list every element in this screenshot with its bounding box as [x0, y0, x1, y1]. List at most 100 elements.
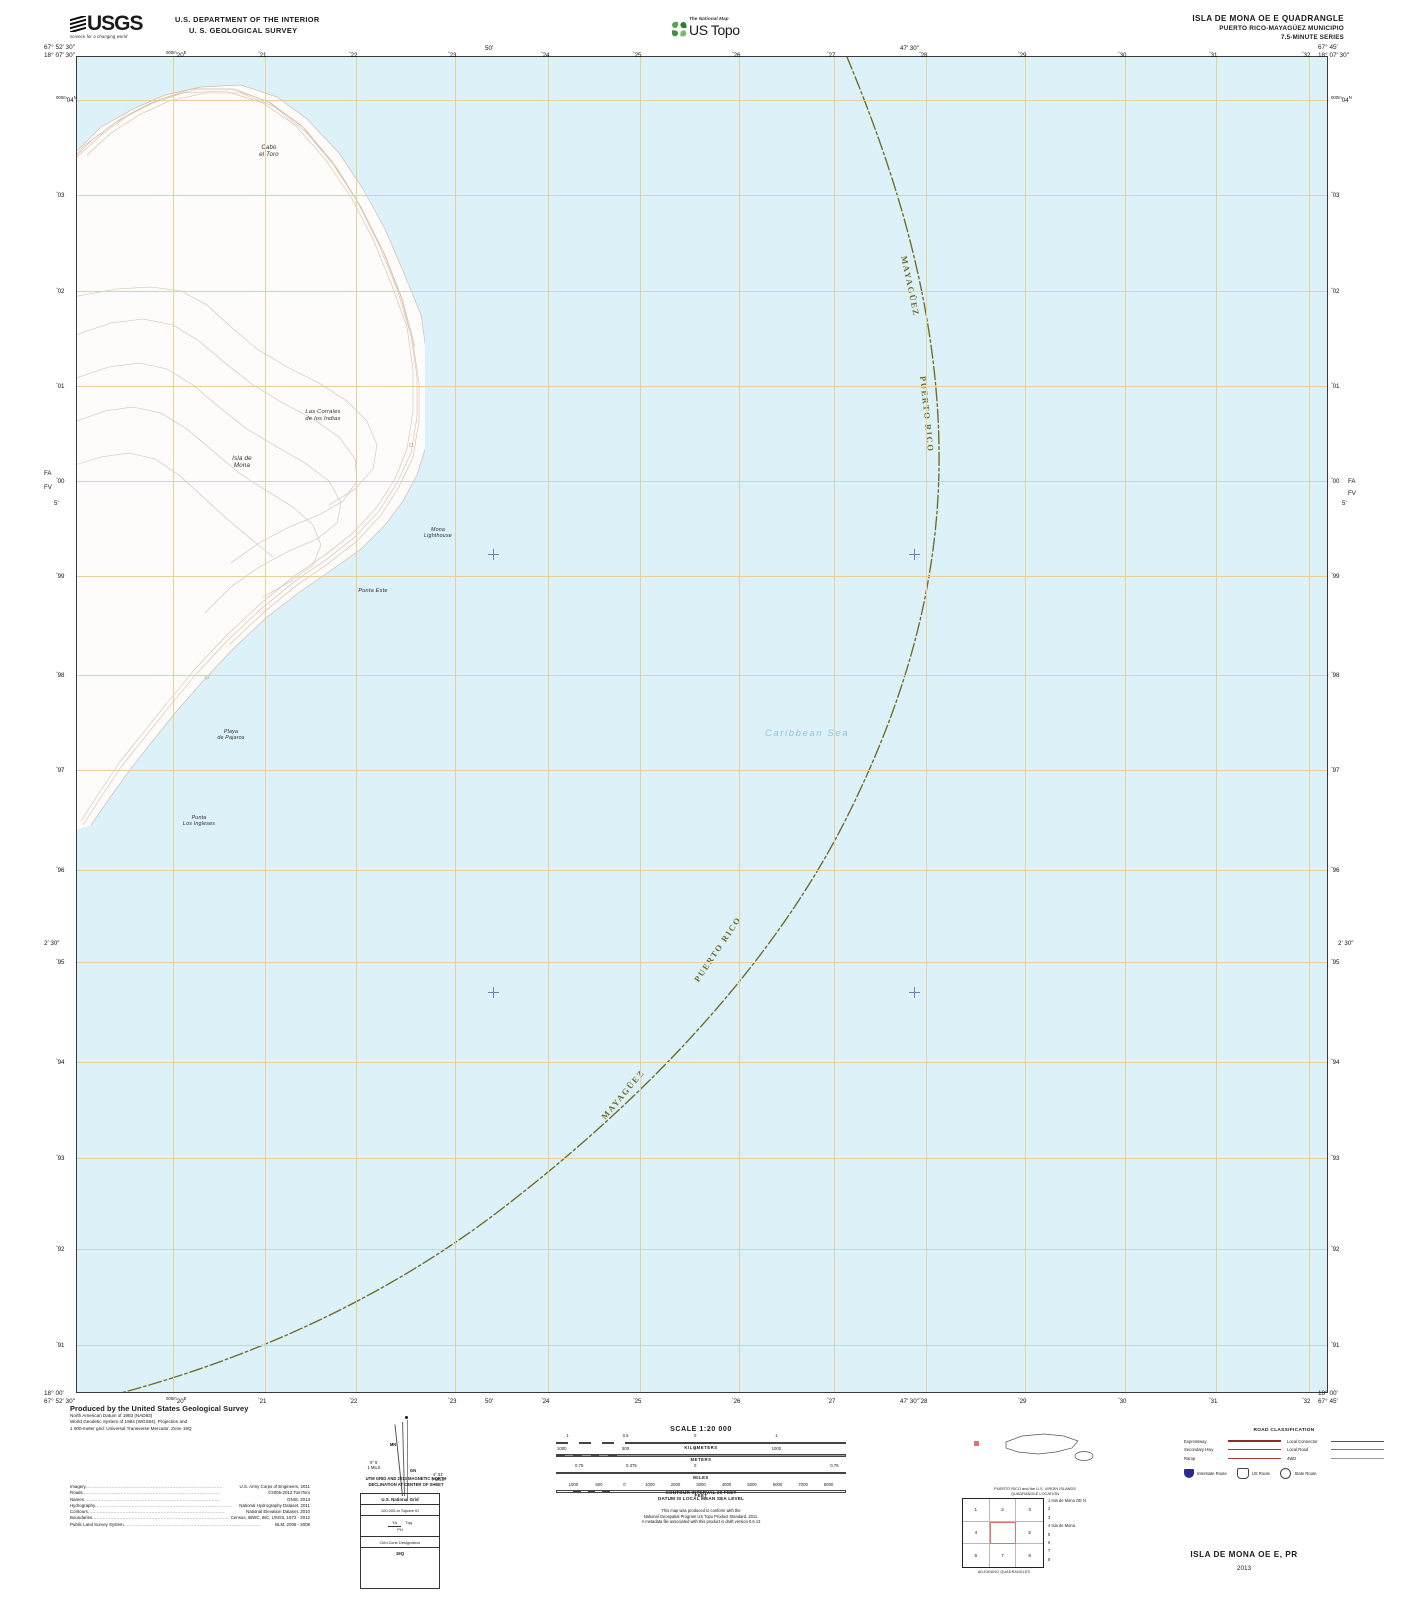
adjoining-quad-list: 1 Isla de Mona OE N 2 3 4 Isla de Mona 5 6 7 8: [1048, 1497, 1134, 1564]
map-label-line: Lighthouse: [424, 533, 452, 540]
declination-value-line: 4° 31′: [432, 1472, 444, 1477]
map-label-line: Cabo: [261, 145, 277, 151]
grid-line-vertical: [1025, 57, 1026, 1392]
road-class-label: Secondary Hwy: [1184, 1447, 1214, 1453]
right-tick-95: ⁿ95: [1331, 957, 1340, 966]
grid-line-horizontal: [77, 870, 1327, 871]
declination-heading-line: UTM GRID AND 2013 MAGNETIC NORTH: [365, 1476, 447, 1481]
bottom-tick-20: 000m20E: [166, 1396, 187, 1405]
left-tick-99: ⁿ99: [56, 571, 65, 580]
grid-line-vertical: [356, 57, 357, 1392]
grid-box-square-label: 100,000-m Square ID: [361, 1505, 439, 1516]
road-class-label: Ramp: [1184, 1455, 1196, 1461]
us-national-grid-box: U.S. National Grid 100,000-m Square ID Y…: [360, 1493, 440, 1589]
scale-tick-label: 1: [775, 1433, 778, 1438]
top-tick-22: ⁿ22: [349, 50, 358, 59]
grid-line-horizontal: [77, 1062, 1327, 1063]
adjoining-quad-cell-7[interactable]: 7: [990, 1544, 1017, 1567]
adjoining-quad-cell-4[interactable]: 4: [963, 1521, 990, 1545]
bottom-tick-30: ⁿ30: [1118, 1396, 1127, 1405]
quadrangle-region: PUERTO RICO-MAYAGÜEZ MUNICIPIO: [1219, 24, 1344, 32]
us-shield-icon: [1236, 1467, 1249, 1479]
adjoining-quad-cell-1[interactable]: 1: [963, 1499, 990, 1522]
adjoining-quad-cell-6[interactable]: 6: [963, 1544, 990, 1567]
map-label-line: de Pajaros: [217, 735, 245, 742]
bottom-tick-23: ⁿ23: [448, 1396, 457, 1405]
top-tick-26: ⁿ26: [732, 50, 741, 59]
grid-tick-cross: [488, 549, 499, 560]
footer-year: 2013: [1236, 1565, 1252, 1572]
source-name: Names: [70, 1496, 84, 1502]
grid-line-horizontal: [77, 576, 1327, 577]
leader-dots: ........................................…: [92, 1515, 230, 1521]
scale-tick-label: 3000: [696, 1481, 706, 1487]
isla-de-mona-landmass: [77, 57, 425, 830]
km-scale-bar: [556, 1440, 846, 1446]
grid-line-vertical: [265, 57, 266, 1392]
scale-tick-label: 2000: [670, 1481, 681, 1487]
scale-tick-label: 6000: [772, 1481, 783, 1487]
grid-tick-cross: [488, 987, 499, 998]
top-tick-24: ⁿ24: [541, 50, 550, 59]
top-tick-23: ⁿ23: [448, 50, 457, 59]
map-label-line: Los Ingleses: [182, 821, 216, 828]
road-class-row: Expressway: [1184, 1437, 1281, 1446]
datum-note: World Geodetic System of 1984 (WGS84). P…: [70, 1419, 188, 1425]
datum-note: North American Datum of 1983 (NAD83): [70, 1413, 153, 1418]
road-class-label: 4WD: [1287, 1455, 1297, 1461]
right-tick-96: ⁿ96: [1331, 865, 1340, 874]
map-label-3: Isla de Mona: [190, 455, 294, 469]
grid-line-horizontal: [77, 1249, 1327, 1250]
adjoining-quad-caption: ADJOINING QUADRANGLES: [977, 1570, 1031, 1574]
bl-lat: 18° 00′: [44, 1390, 64, 1397]
route-shield-label: Interstate Route: [1197, 1470, 1227, 1476]
scale-tick-label: 1000: [557, 1445, 567, 1451]
map-label-line: Punta: [191, 815, 207, 821]
grid-box-ids: YA Tqq PH: [361, 1516, 439, 1537]
vertical-datum: DATUM IS LOCAL MEAN SEA LEVEL: [657, 1496, 745, 1502]
grid-line-vertical: [173, 57, 174, 1392]
adjoining-current-quad[interactable]: [989, 1521, 1017, 1545]
top-tick-25: ⁿ25: [633, 50, 642, 59]
map-label-7: Punta Los Ingleses: [147, 815, 251, 827]
adjoining-quad-cell-3[interactable]: 3: [1016, 1499, 1043, 1522]
map-collar: Produced by the United States Geological…: [0, 1398, 1428, 1598]
agency-line-1: U.S. DEPARTMENT OF THE INTERIOR: [175, 15, 320, 24]
declination-value-line: 7 MILS: [431, 1477, 445, 1483]
bottom-tick-24: ⁿ24: [541, 1396, 550, 1405]
adjoining-quad-cell-2[interactable]: 2: [989, 1499, 1017, 1522]
left-tick-04: 000m04N: [56, 95, 77, 104]
km-labels: 1 0.5 0 1: [556, 1433, 846, 1439]
bottom-tick-25: ⁿ25: [633, 1396, 642, 1405]
map-label-2: Las Corrales de los Indias: [271, 409, 375, 422]
source-name: Public Land Survey System: [70, 1521, 124, 1527]
map-canvas[interactable]: Cabo el Toro Las Corrales de los Indias Isla…: [76, 56, 1328, 1393]
magnetic-north-label: MN: [389, 1442, 397, 1447]
grid-id-stack: YA: [387, 1520, 401, 1527]
leader-dots: ........................................…: [123, 1521, 261, 1527]
conformance-line: A metadata file associated with this pro…: [641, 1519, 761, 1525]
bottom-tick-31: ⁿ31: [1209, 1396, 1218, 1405]
map-label-line: Playa: [223, 729, 239, 735]
source-name: Hydrography: [70, 1502, 96, 1508]
right-tick-01: ⁿ01: [1331, 381, 1340, 390]
left-tick-03: ⁿ03: [56, 190, 65, 199]
km-unit: KILOMETERS: [684, 1444, 718, 1450]
source-value: Census, IBWC, IBC, USGS, 1972 - 2012: [230, 1515, 310, 1521]
road-class-column-left: Expressway Secondary Hwy Ramp: [1184, 1437, 1281, 1463]
leader-dots: ........................................…: [87, 1509, 225, 1515]
adjoining-quad-cell-5[interactable]: 5: [1016, 1522, 1043, 1545]
mi-labels: 0.75 0.375 0 0.75: [556, 1463, 846, 1469]
road-class-row: 4WD: [1287, 1454, 1384, 1463]
left-tick-94: ⁿ94: [56, 1057, 65, 1066]
adjoining-quad-cell-8[interactable]: 8: [1028, 1553, 1031, 1559]
quadrangle-header: ISLA DE MONA OE E QUADRANGLE PUERTO RICO…: [1192, 14, 1344, 43]
map-header: USGS science for a changing world U.S. D…: [0, 0, 1428, 48]
adjoining-quad-list-item: 3: [1048, 1514, 1051, 1520]
map-label-line: Mona: [233, 462, 251, 470]
left-tick-97: ⁿ97: [56, 765, 65, 774]
top-tick-27: ⁿ27: [827, 50, 836, 59]
corner-label-bottom-left: 18° 00′ 67° 52′ 30″: [44, 1390, 75, 1406]
road-class-row: Local Road: [1287, 1446, 1384, 1455]
grid-line-vertical: [1309, 57, 1310, 1392]
